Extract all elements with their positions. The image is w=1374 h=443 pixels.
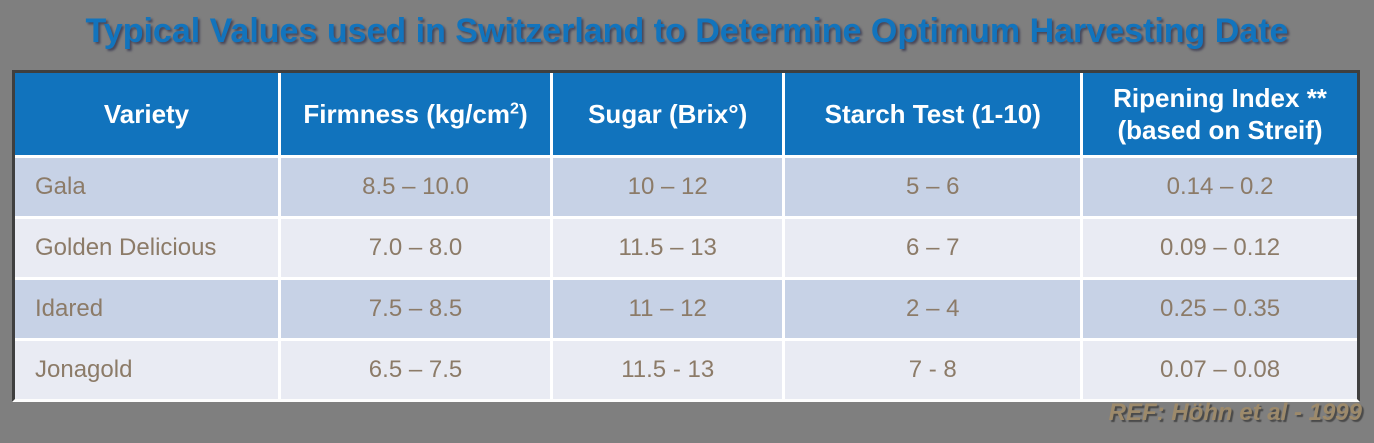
column-header-firmness: Firmness (kg/cm2): [281, 73, 550, 155]
table-row-jonagold: Jonagold 6.5 – 7.5 11.5 - 13 7 - 8 0.07 …: [15, 341, 1357, 399]
cell-variety: Idared: [15, 280, 279, 338]
superscript-2: 2: [510, 99, 519, 118]
table-row-idared: Idared 7.5 – 8.5 11 – 12 2 – 4 0.25 – 0.…: [15, 280, 1357, 338]
cell-sugar: 10 – 12: [553, 158, 783, 216]
column-header-starch: Starch Test (1-10): [785, 73, 1081, 155]
cell-starch: 7 - 8: [785, 341, 1081, 399]
table-header-row: Variety Firmness (kg/cm2) Sugar (Brix°) …: [15, 73, 1357, 155]
cell-variety: Golden Delicious: [15, 219, 279, 277]
cell-starch: 5 – 6: [785, 158, 1081, 216]
cell-firmness: 6.5 – 7.5: [281, 341, 550, 399]
cell-ripening: 0.25 – 0.35: [1083, 280, 1357, 338]
cell-firmness: 7.5 – 8.5: [281, 280, 550, 338]
table-row-golden-delicious: Golden Delicious 7.0 – 8.0 11.5 – 13 6 –…: [15, 219, 1357, 277]
column-header-variety-label: Variety: [103, 98, 190, 129]
column-header-ripening-label: Ripening Index ** (based on Streif): [1113, 82, 1327, 146]
cell-ripening: 0.14 – 0.2: [1083, 158, 1357, 216]
cell-variety: Gala: [15, 158, 279, 216]
cell-variety: Jonagold: [15, 341, 279, 399]
cell-sugar: 11.5 - 13: [553, 341, 783, 399]
cell-ripening: 0.09 – 0.12: [1083, 219, 1357, 277]
column-header-variety: Variety: [15, 73, 279, 155]
harvest-values-table: Variety Firmness (kg/cm2) Sugar (Brix°) …: [12, 70, 1360, 402]
cell-firmness: 8.5 – 10.0: [281, 158, 550, 216]
column-header-sugar: Sugar (Brix°): [553, 73, 783, 155]
column-header-starch-label: Starch Test (1-10): [824, 98, 1041, 129]
reference-citation: REF: Höhn et al - 1999: [1108, 399, 1362, 426]
cell-starch: 2 – 4: [785, 280, 1081, 338]
cell-starch: 6 – 7: [785, 219, 1081, 277]
cell-firmness: 7.0 – 8.0: [281, 219, 550, 277]
cell-sugar: 11.5 – 13: [553, 219, 783, 277]
column-header-ripening: Ripening Index ** (based on Streif): [1083, 73, 1357, 155]
column-header-sugar-label: Sugar (Brix°): [588, 98, 748, 129]
column-header-firmness-label: Firmness (kg/cm2): [303, 98, 528, 129]
page-title: Typical Values used in Switzerland to De…: [85, 12, 1289, 50]
table-row-gala: Gala 8.5 – 10.0 10 – 12 5 – 6 0.14 – 0.2: [15, 158, 1357, 216]
cell-sugar: 11 – 12: [553, 280, 783, 338]
cell-ripening: 0.07 – 0.08: [1083, 341, 1357, 399]
